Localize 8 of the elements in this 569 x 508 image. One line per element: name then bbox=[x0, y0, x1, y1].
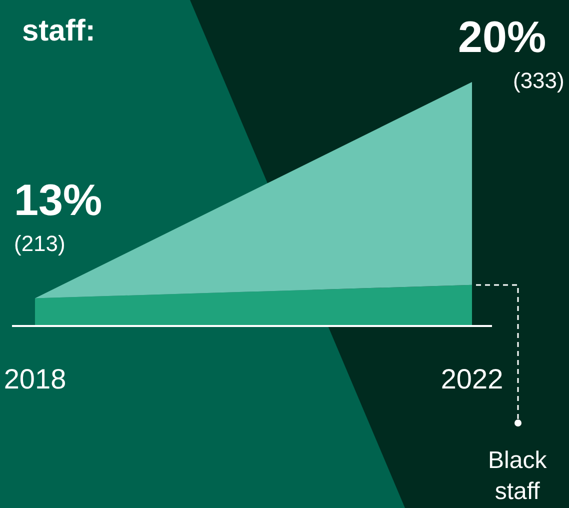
x-tick-label: 2022 bbox=[440, 364, 504, 395]
x-tick-label: 2018 bbox=[4, 364, 66, 395]
text: 20% bbox=[458, 13, 546, 62]
annotation: 13% bbox=[14, 176, 102, 225]
annotation: (213) bbox=[14, 231, 66, 256]
chart-title: staff: bbox=[22, 14, 96, 48]
annotation: (333) bbox=[513, 68, 564, 93]
text: Black staff bbox=[488, 447, 548, 506]
